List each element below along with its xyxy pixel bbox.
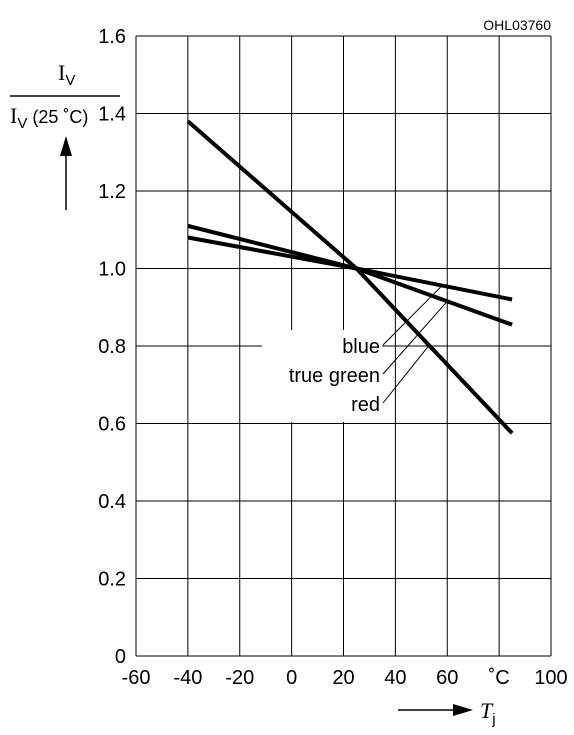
series-line-true-green [187, 223, 513, 327]
x-tick-label: 40 [384, 667, 406, 689]
y-label-denominator: IV (25 ˚C) [10, 103, 88, 132]
x-tick-label: 0 [286, 667, 297, 689]
legend-leaders [382, 285, 448, 404]
x-axis-label: Tj [398, 698, 496, 728]
y-tick-label: 0 [115, 646, 126, 668]
leader-line-true-green [382, 300, 448, 375]
legend-label-blue: blue [342, 336, 380, 358]
y-tick-label: 1.6 [98, 26, 126, 48]
y-tick-label: 0.2 [98, 569, 126, 591]
series-lines [186, 119, 514, 435]
x-tick-label: -20 [225, 667, 254, 689]
grid [135, 35, 552, 657]
legend-label-red: red [351, 394, 380, 416]
x-tick-label: ˚C [489, 667, 510, 689]
y-axis-arrow-icon [60, 136, 72, 156]
y-axis-label: IV IV (25 ˚C) [10, 60, 120, 210]
legend-label-true-green: true green [289, 365, 380, 387]
x-tick-label: -40 [173, 667, 202, 689]
y-tick-label: 1.2 [98, 181, 126, 203]
x-tick-label: -60 [122, 667, 151, 689]
y-tick-label: 0.4 [98, 491, 126, 513]
figure-code: OHL03760 [483, 17, 551, 33]
tick-labels: -60 -40 -20 0 20 40 60 ˚C 100 0 0.2 0.4 0.6 0.8 1.0 1.2… [98, 26, 568, 689]
y-tick-label: 0.8 [98, 336, 126, 358]
leader-line-blue [382, 285, 443, 346]
x-label: Tj [480, 698, 496, 728]
leader-line-red [382, 345, 430, 404]
x-axis-arrow-icon [453, 704, 473, 716]
series-line-red [186, 119, 514, 435]
y-tick-label: 1.0 [98, 259, 126, 281]
label-masks [262, 330, 382, 422]
y-tick-label: 0.6 [98, 414, 126, 436]
legend-mask [262, 330, 382, 422]
x-tick-label: 20 [332, 667, 354, 689]
x-tick-label: 100 [534, 667, 567, 689]
x-tick-label: 60 [436, 667, 458, 689]
y-label-numerator: IV [58, 60, 75, 89]
y-tick-label: 1.4 [98, 104, 126, 126]
